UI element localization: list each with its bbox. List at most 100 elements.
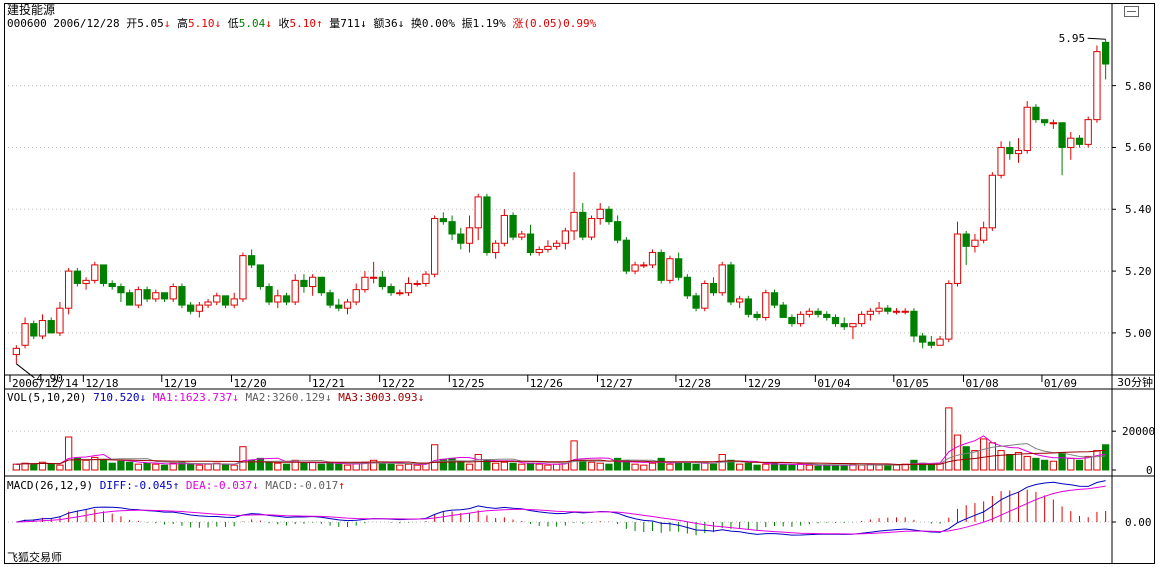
price-tick-label: 5.20	[1125, 265, 1152, 279]
candle-body	[988, 174, 996, 229]
candle-body	[309, 276, 317, 288]
amplitude-label: 振	[461, 17, 473, 30]
candle-body	[492, 242, 500, 254]
open-arrow-icon: ↓	[163, 17, 171, 30]
candle-body	[788, 316, 796, 325]
price-tick-label: 5.00	[1125, 326, 1152, 340]
candle-body	[1084, 119, 1092, 145]
date-tick-label: 01/09	[1043, 377, 1078, 390]
volume-bar	[117, 460, 125, 471]
open-label: 开	[126, 17, 138, 30]
volume-bar	[431, 444, 439, 471]
candle-body	[753, 313, 761, 318]
candle-body	[997, 146, 1005, 176]
volume-bar	[47, 463, 55, 471]
ma1-arrow-icon: ↓	[232, 391, 239, 404]
candle-body	[291, 279, 299, 303]
volume-bar	[187, 463, 195, 471]
candle-body	[413, 282, 421, 285]
volume-bar	[805, 464, 813, 471]
volume-bar	[108, 462, 116, 471]
date-tick-label: 12/20	[233, 377, 267, 390]
date-tick-label: 01/08	[965, 377, 999, 390]
price-tick-label: 5.40	[1125, 203, 1152, 217]
candle-body	[840, 323, 848, 328]
volume-bar	[65, 436, 73, 471]
candle-body	[762, 292, 770, 318]
candle-body	[605, 208, 613, 223]
volume-tick-label: 20000	[1122, 425, 1156, 439]
date-tick-label: 12/18	[85, 377, 119, 390]
volume-bar	[762, 463, 770, 471]
candle-body	[596, 208, 604, 220]
volume-bar	[274, 462, 282, 471]
volume-bar	[980, 438, 988, 471]
high-arrow-icon: ↓	[214, 17, 222, 30]
volume-bar	[265, 461, 273, 471]
diff-arrow-icon: ↑	[172, 479, 180, 492]
candle-body	[683, 276, 691, 297]
candle-body	[457, 233, 465, 244]
macd-legend: MACD(26,12,9) DIFF:-0.045↑ DEA:-0.037↓ M…	[7, 480, 345, 492]
close-value: 5.10	[289, 17, 316, 30]
volume-bar	[152, 463, 160, 471]
volume-bar	[160, 464, 169, 471]
candle-body	[422, 273, 430, 284]
ma1-value: 1623.737	[179, 391, 233, 404]
candle-body	[204, 301, 212, 306]
volume-bar	[317, 463, 325, 471]
date-tick-label: 01/05	[895, 377, 929, 390]
macd-tick-label: 0.00	[1125, 516, 1152, 529]
candle-body	[387, 286, 395, 294]
volume-bar	[474, 453, 482, 471]
window-restore-icon[interactable]	[1124, 6, 1139, 17]
volume-bar	[727, 459, 735, 471]
candle-body	[526, 233, 535, 254]
volume-bar	[631, 463, 639, 471]
candle-body	[779, 304, 787, 318]
low-annotation-label: 4.90	[36, 371, 63, 385]
app-brand: 飞狐交易师	[7, 551, 62, 564]
ma2-value: 3260.129	[271, 391, 325, 404]
candle-body	[500, 214, 508, 244]
volume-bar	[614, 457, 622, 471]
dea-value: -0.037	[212, 479, 253, 492]
volume-bar	[579, 459, 587, 471]
volume-bar	[1032, 457, 1040, 471]
candle-body	[431, 218, 439, 275]
candle-body	[282, 295, 291, 303]
high-label: 高	[176, 17, 188, 30]
candle-body	[631, 264, 639, 272]
volume-bar	[910, 459, 918, 471]
volume-indicator-name: VOL(5,10,20)	[7, 391, 87, 404]
volume-bar	[38, 461, 47, 471]
candle-body	[875, 307, 883, 312]
candle-body	[1093, 51, 1101, 121]
candle-body	[404, 282, 413, 294]
volume-legend: VOL(5,10,20) 710.520↓ MA1:1623.737↓ MA2:…	[7, 392, 424, 404]
volume-bar	[648, 462, 657, 471]
volume-bar	[126, 461, 134, 471]
candle-body	[858, 313, 866, 325]
candle-body	[657, 252, 665, 281]
volume-bar	[300, 462, 308, 471]
volume-bar	[1023, 455, 1031, 471]
candle-body	[1067, 137, 1075, 148]
high-value: 5.10	[187, 17, 215, 30]
low-annotation-leader	[16, 363, 35, 379]
candle-body	[38, 320, 47, 337]
turnover-label: 换	[410, 17, 422, 30]
candle-body	[300, 279, 308, 288]
volume-bar	[448, 457, 456, 471]
candle-body	[736, 298, 744, 303]
candle-body	[465, 227, 474, 244]
volume-bar	[953, 434, 962, 471]
change-value: (0.05)	[523, 17, 564, 30]
volume-bar	[709, 463, 718, 471]
period-selector[interactable]: 30分钟	[1117, 376, 1153, 389]
candle-body	[65, 270, 73, 309]
candle-body	[187, 304, 195, 312]
high-annotation-leader	[1087, 37, 1106, 40]
candle-body	[579, 211, 587, 238]
